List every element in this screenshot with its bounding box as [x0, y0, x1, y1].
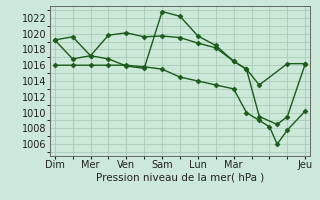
X-axis label: Pression niveau de la mer( hPa ): Pression niveau de la mer( hPa )	[96, 173, 264, 183]
